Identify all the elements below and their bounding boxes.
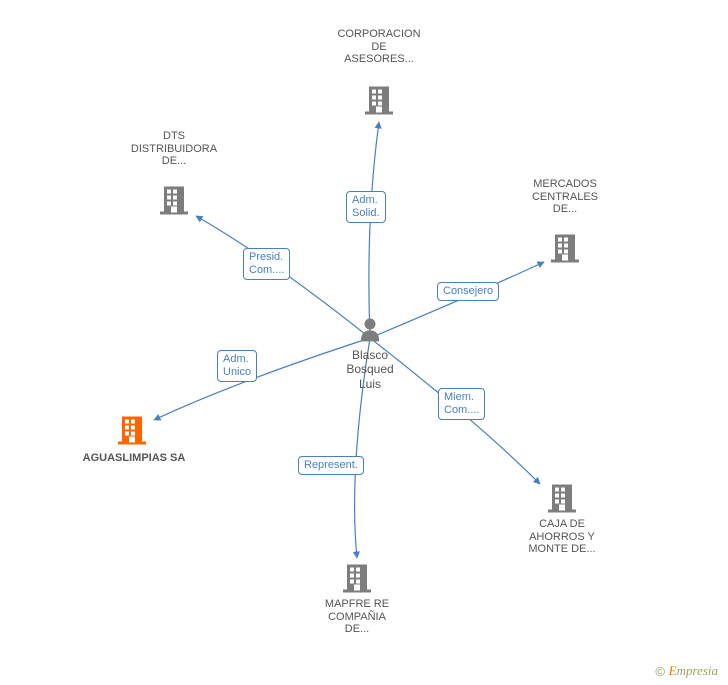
node-label-aguas: AGUASLIMPIAS SA: [83, 452, 186, 465]
edge-label-mapfre: Represent.: [298, 456, 364, 475]
copyright-symbol: ©: [655, 664, 665, 679]
node-label-caja: CAJA DE AHORROS Y MONTE DE...: [528, 518, 595, 556]
person-icon[interactable]: [359, 318, 381, 347]
footer-credit: © Empresia: [655, 663, 718, 679]
edge-label-corp: Adm. Solid.: [346, 191, 386, 223]
footer-brand-initial: E: [669, 663, 677, 678]
building-icon[interactable]: [160, 185, 188, 220]
footer-brand-rest: mpresia: [677, 663, 718, 678]
node-label-mercados: MERCADOS CENTRALES DE...: [532, 178, 598, 216]
node-label-corp: CORPORACION DE ASESORES...: [337, 28, 420, 66]
center-node-label: Blasco Bosqued Luis: [346, 348, 393, 391]
node-label-dts: DTS DISTRIBUIDORA DE...: [131, 130, 217, 168]
building-icon[interactable]: [548, 483, 576, 518]
node-label-mapfre: MAPFRE RE COMPAÑIA DE...: [325, 598, 389, 636]
building-icon[interactable]: [118, 415, 146, 450]
edge-aguas: [154, 338, 370, 420]
edge-label-caja: Miem. Com....: [438, 388, 485, 420]
edge-label-aguas: Adm. Unico: [217, 350, 257, 382]
building-icon[interactable]: [551, 233, 579, 268]
building-icon[interactable]: [365, 85, 393, 120]
edge-corp: [369, 122, 379, 338]
edge-label-mercados: Consejero: [437, 282, 499, 301]
edge-label-dts: Presid. Com....: [243, 248, 290, 280]
building-icon[interactable]: [343, 563, 371, 598]
